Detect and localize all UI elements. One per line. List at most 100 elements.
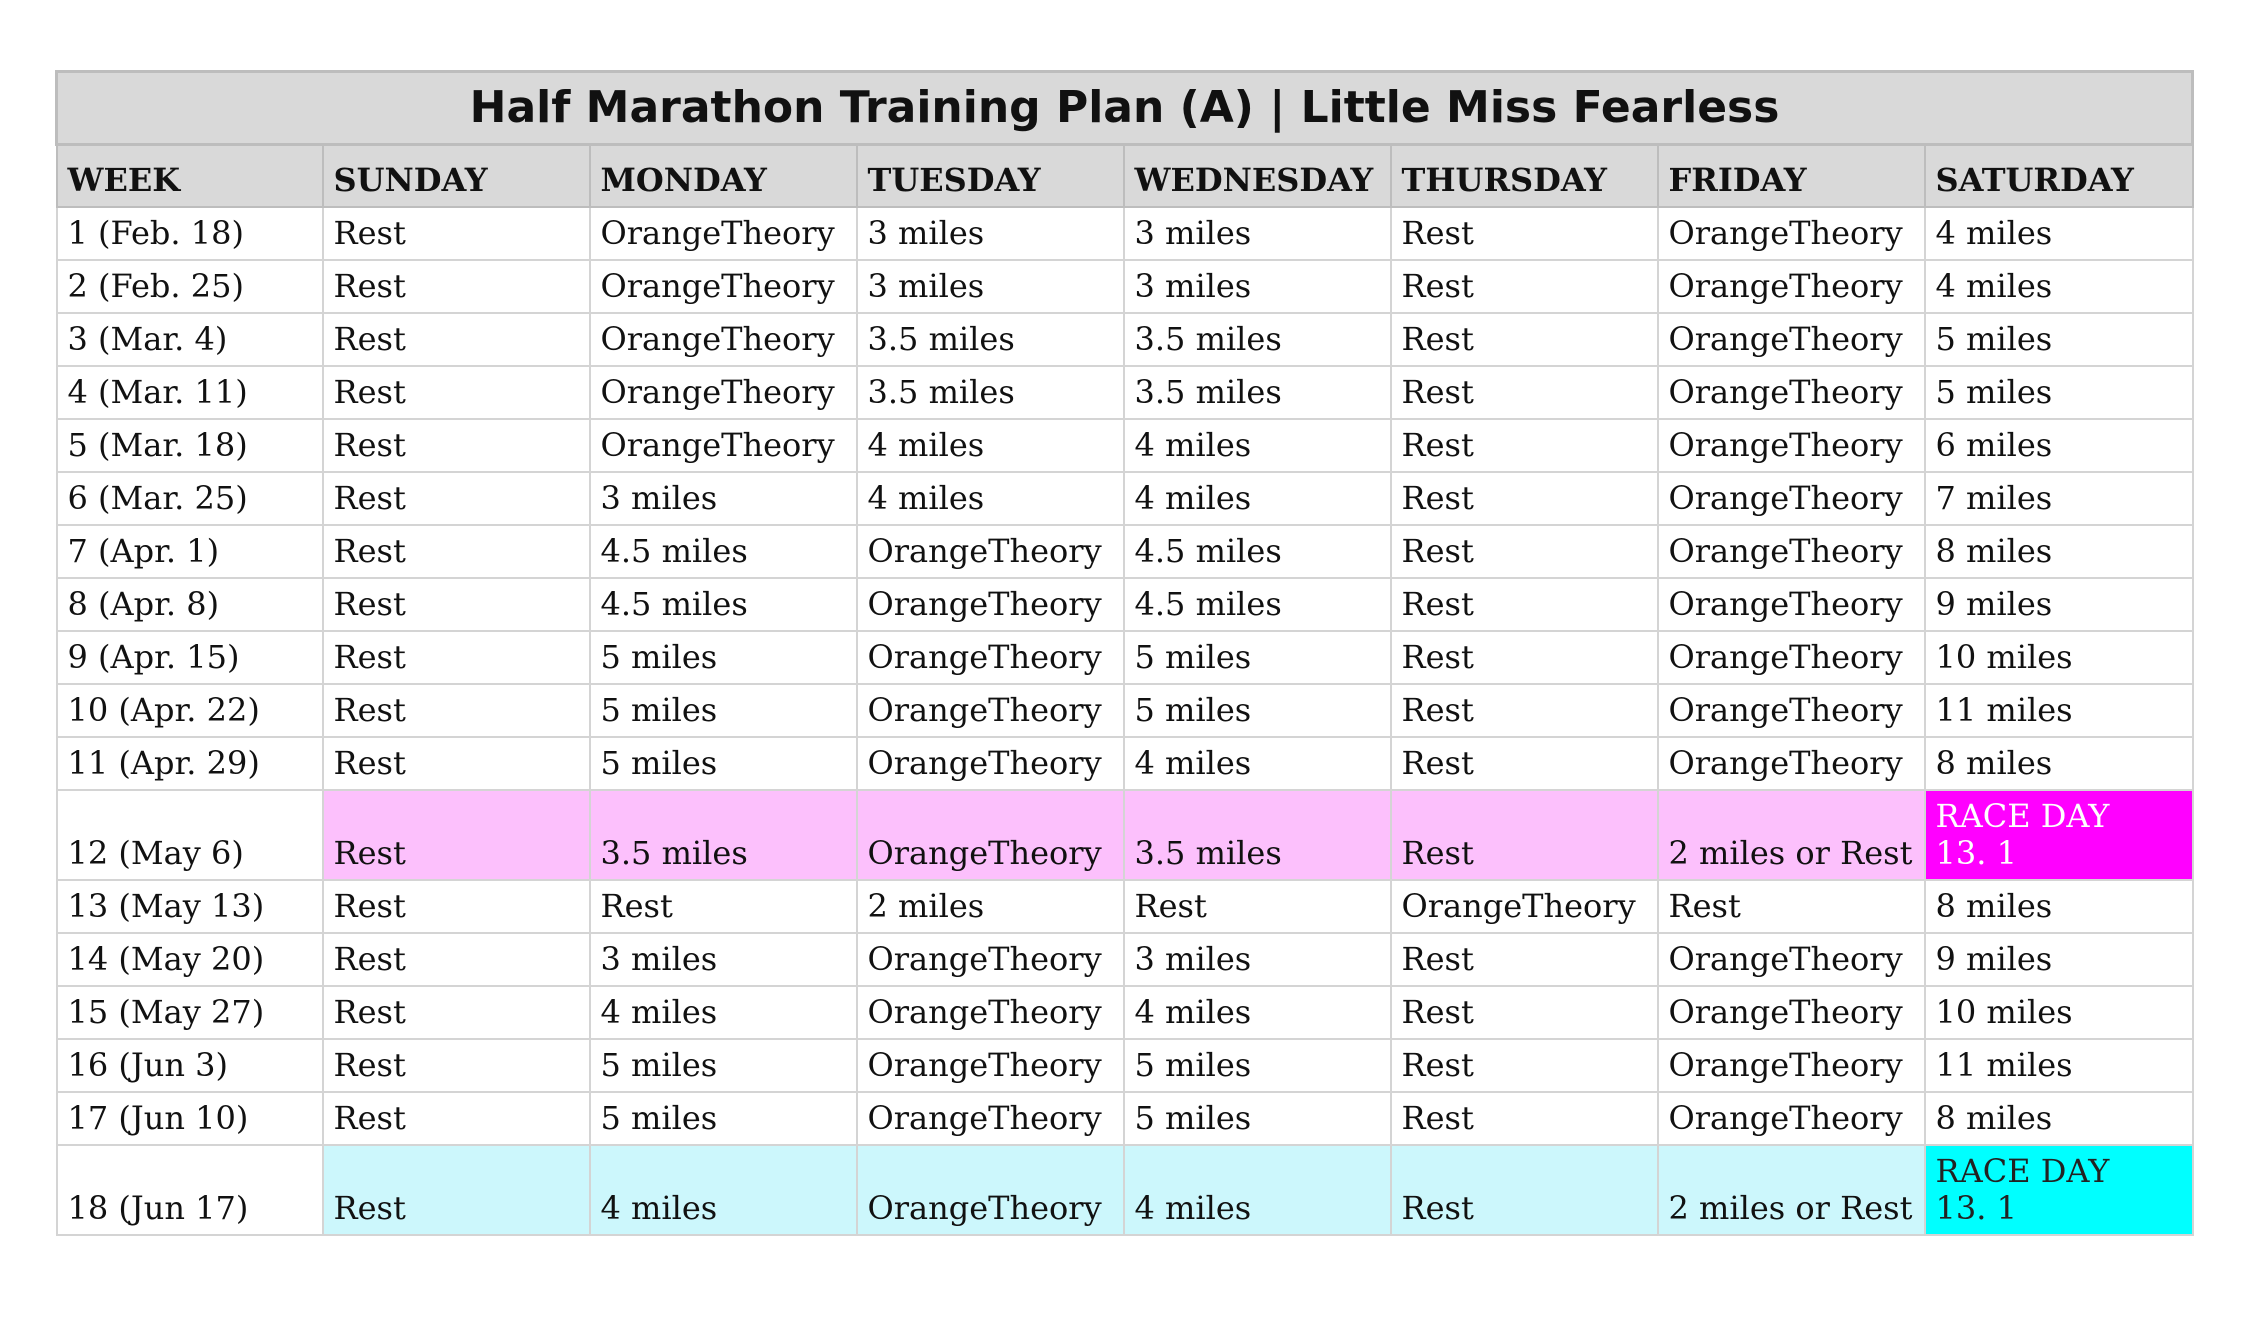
thursday-cell: Rest [1389, 683, 1659, 738]
week-cell: 1 (Feb. 18) [55, 206, 324, 261]
monday-cell: 3 miles [588, 471, 858, 526]
sunday-cell: Rest [321, 736, 591, 791]
week-cell: 4 (Mar. 11) [55, 365, 324, 420]
thursday-cell: Rest [1389, 418, 1659, 473]
friday-cell: OrangeTheory [1656, 418, 1926, 473]
wednesday-cell: 5 miles [1122, 630, 1392, 685]
thursday-cell: Rest [1389, 524, 1659, 579]
thursday-cell: Rest [1389, 932, 1659, 987]
thursday-cell: Rest [1389, 312, 1659, 367]
table-row: 1 (Feb. 18) Rest OrangeTheory 3 miles 3 mile… [55, 206, 2194, 261]
tuesday-cell: OrangeTheory [855, 524, 1125, 579]
wednesday-cell: 5 miles [1122, 1091, 1392, 1146]
race-distance: 13. 1 [1935, 1189, 2017, 1227]
tuesday-cell: 4 miles [855, 471, 1125, 526]
wednesday-cell: 5 miles [1122, 683, 1392, 738]
race-day-label: RACE DAY [1935, 1152, 2110, 1191]
wednesday-cell: 4 miles [1122, 1144, 1392, 1236]
thursday-cell: Rest [1389, 630, 1659, 685]
week-cell: 2 (Feb. 25) [55, 259, 324, 314]
wednesday-cell: 4.5 miles [1122, 577, 1392, 632]
column-header-sunday: SUNDAY [321, 143, 591, 208]
table-row: 4 (Mar. 11) Rest OrangeTheory 3.5 miles 3.5 … [55, 365, 2194, 420]
saturday-cell: 8 miles [1923, 736, 2194, 791]
saturday-cell: 9 miles [1923, 577, 2194, 632]
sunday-cell: Rest [321, 206, 591, 261]
friday-cell: OrangeTheory [1656, 206, 1926, 261]
week-cell: 14 (May 20) [55, 932, 324, 987]
week-cell: 3 (Mar. 4) [55, 312, 324, 367]
week-cell: 7 (Apr. 1) [55, 524, 324, 579]
monday-cell: 4 miles [588, 1144, 858, 1236]
table-row: 17 (Jun 10) Rest 5 miles OrangeTheory 5 mile… [55, 1091, 2194, 1146]
friday-cell: OrangeTheory [1656, 471, 1926, 526]
monday-cell: OrangeTheory [588, 206, 858, 261]
wednesday-cell: 4 miles [1122, 985, 1392, 1040]
table-row: 13 (May 13) Rest Rest 2 miles Rest OrangeTheo… [55, 879, 2194, 934]
thursday-cell: Rest [1389, 577, 1659, 632]
column-header-week: WEEK [55, 143, 324, 208]
wednesday-cell: Rest [1122, 879, 1392, 934]
column-header-tuesday: TUESDAY [855, 143, 1125, 208]
table-row: 6 (Mar. 25) Rest 3 miles 4 miles 4 miles Rest… [55, 471, 2194, 526]
sunday-cell: Rest [321, 1091, 591, 1146]
wednesday-cell: 3 miles [1122, 206, 1392, 261]
monday-cell: 3.5 miles [588, 789, 858, 881]
sunday-cell: Rest [321, 365, 591, 420]
monday-cell: 5 miles [588, 736, 858, 791]
saturday-cell: 8 miles [1923, 1091, 2194, 1146]
thursday-cell: Rest [1389, 1144, 1659, 1236]
sunday-cell: Rest [321, 577, 591, 632]
week-cell: 18 (Jun 17) [55, 1144, 324, 1236]
table-body: 1 (Feb. 18) Rest OrangeTheory 3 miles 3 mile… [55, 206, 2194, 1236]
column-header-monday: MONDAY [588, 143, 858, 208]
table-row: 11 (Apr. 29) Rest 5 miles OrangeTheory 4 mil… [55, 736, 2194, 791]
saturday-cell: 5 miles [1923, 312, 2194, 367]
wednesday-cell: 4.5 miles [1122, 524, 1392, 579]
tuesday-cell: 3 miles [855, 259, 1125, 314]
tuesday-cell: 4 miles [855, 418, 1125, 473]
monday-cell: 5 miles [588, 1091, 858, 1146]
table-row: 3 (Mar. 4) Rest OrangeTheory 3.5 miles 3.5 m… [55, 312, 2194, 367]
week-cell: 11 (Apr. 29) [55, 736, 324, 791]
wednesday-cell: 3.5 miles [1122, 789, 1392, 881]
wednesday-cell: 5 miles [1122, 1038, 1392, 1093]
friday-cell: OrangeTheory [1656, 985, 1926, 1040]
friday-cell: 2 miles or Rest [1656, 789, 1926, 881]
wednesday-cell: 3.5 miles [1122, 312, 1392, 367]
thursday-cell: Rest [1389, 471, 1659, 526]
column-header-thursday: THURSDAY [1389, 143, 1659, 208]
friday-cell: OrangeTheory [1656, 1038, 1926, 1093]
saturday-cell: 4 miles [1923, 206, 2194, 261]
column-header-friday: FRIDAY [1656, 143, 1926, 208]
sunday-cell: Rest [321, 932, 591, 987]
week-cell: 9 (Apr. 15) [55, 630, 324, 685]
thursday-cell: Rest [1389, 259, 1659, 314]
week-cell: 6 (Mar. 25) [55, 471, 324, 526]
thursday-cell: OrangeTheory [1389, 879, 1659, 934]
monday-cell: 3 miles [588, 932, 858, 987]
sunday-cell: Rest [321, 985, 591, 1040]
thursday-cell: Rest [1389, 365, 1659, 420]
sunday-cell: Rest [321, 630, 591, 685]
sunday-cell: Rest [321, 259, 591, 314]
table-row: 2 (Feb. 25) Rest OrangeTheory 3 miles 3 mile… [55, 259, 2194, 314]
sunday-cell: Rest [321, 312, 591, 367]
monday-cell: 4 miles [588, 985, 858, 1040]
table-row: 5 (Mar. 18) Rest OrangeTheory 4 miles 4 mile… [55, 418, 2194, 473]
tuesday-cell: OrangeTheory [855, 683, 1125, 738]
saturday-cell: 11 miles [1923, 1038, 2194, 1093]
saturday-cell: 7 miles [1923, 471, 2194, 526]
monday-cell: OrangeTheory [588, 418, 858, 473]
tuesday-cell: OrangeTheory [855, 1091, 1125, 1146]
friday-cell: Rest [1656, 879, 1926, 934]
week-cell: 16 (Jun 3) [55, 1038, 324, 1093]
saturday-cell: 6 miles [1923, 418, 2194, 473]
thursday-cell: Rest [1389, 736, 1659, 791]
table-row: 15 (May 27) Rest 4 miles OrangeTheory 4 mile… [55, 985, 2194, 1040]
title-row: Half Marathon Training Plan (A) | Little… [54, 70, 2195, 146]
monday-cell: 5 miles [588, 683, 858, 738]
tuesday-cell: OrangeTheory [855, 736, 1125, 791]
race-day-label: RACE DAY [1935, 797, 2110, 836]
tuesday-cell: OrangeTheory [855, 630, 1125, 685]
